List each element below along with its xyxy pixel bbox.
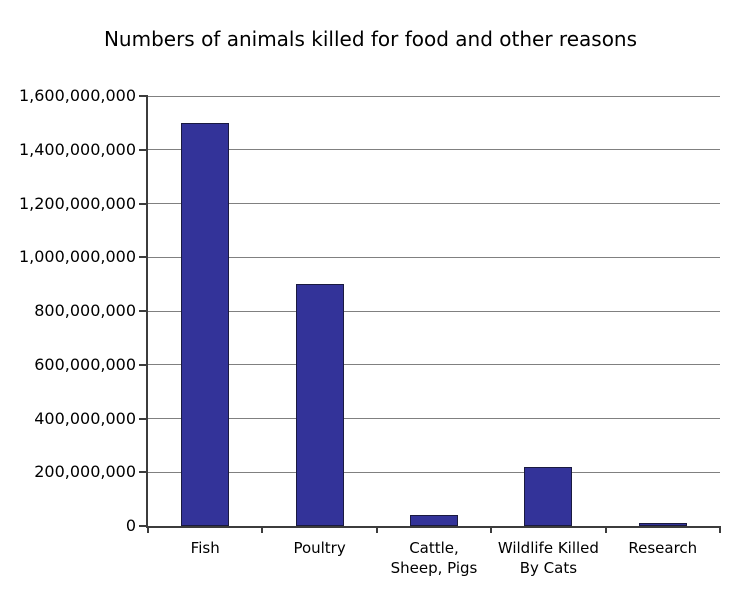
x-tick	[604, 526, 607, 533]
gridline-1600m	[148, 95, 720, 97]
bar-wildlife-killed-by-cats	[524, 466, 573, 526]
bar-cattle-sheep-pigs	[410, 515, 458, 526]
gridline-800m	[148, 310, 720, 312]
x-tick	[375, 526, 378, 533]
x-tick	[490, 526, 493, 533]
x-tick	[261, 526, 264, 533]
y-tick-400m	[139, 417, 147, 420]
y-tick-label: 200,000,000	[34, 462, 136, 482]
gridline-1000m	[148, 256, 720, 258]
y-tick-1200m	[139, 202, 147, 205]
y-tick-label: 1,400,000,000	[18, 139, 136, 159]
y-tick-label: 0	[125, 516, 136, 535]
bar-fish	[181, 122, 230, 526]
y-tick-label: 400,000,000	[34, 408, 136, 428]
x-axis-line	[146, 526, 720, 528]
x-label-wildlife-killed-by-cats: Wildlife Killed By Cats	[497, 539, 599, 577]
bar-poultry	[295, 284, 344, 526]
y-axis-line	[146, 95, 148, 528]
gridline-400m	[148, 418, 720, 419]
x-tick	[719, 526, 721, 533]
gridline-1400m	[148, 149, 720, 151]
x-label-cattle-sheep-pigs: Cattle, Sheep, Pigs	[390, 539, 478, 577]
y-tick-label: 1,000,000,000	[18, 247, 136, 267]
y-tick-600m	[139, 363, 147, 366]
y-tick-label: 1,200,000,000	[18, 193, 136, 213]
x-tick	[147, 526, 149, 533]
y-tick-800m	[139, 310, 147, 312]
y-tick-1000m	[139, 256, 147, 259]
x-label-research: Research	[628, 539, 698, 557]
gridline-200m	[148, 471, 720, 473]
chart-title: Numbers of animals killed for food and o…	[103, 27, 638, 51]
y-tick-1600m	[139, 95, 147, 97]
x-label-poultry: Poultry	[293, 539, 346, 557]
y-tick-label: 800,000,000	[34, 301, 136, 320]
x-label-fish: Fish	[190, 539, 220, 557]
y-tick-0m	[139, 525, 147, 527]
gridline-600m	[148, 364, 720, 366]
gridline-1200m	[148, 203, 720, 204]
plot-area	[146, 95, 720, 528]
y-tick-200m	[139, 471, 147, 474]
y-tick-label: 600,000,000	[34, 354, 136, 374]
y-tick-label: 1,600,000,000	[18, 86, 136, 105]
y-tick-1400m	[139, 148, 147, 151]
bar-research	[638, 523, 687, 526]
